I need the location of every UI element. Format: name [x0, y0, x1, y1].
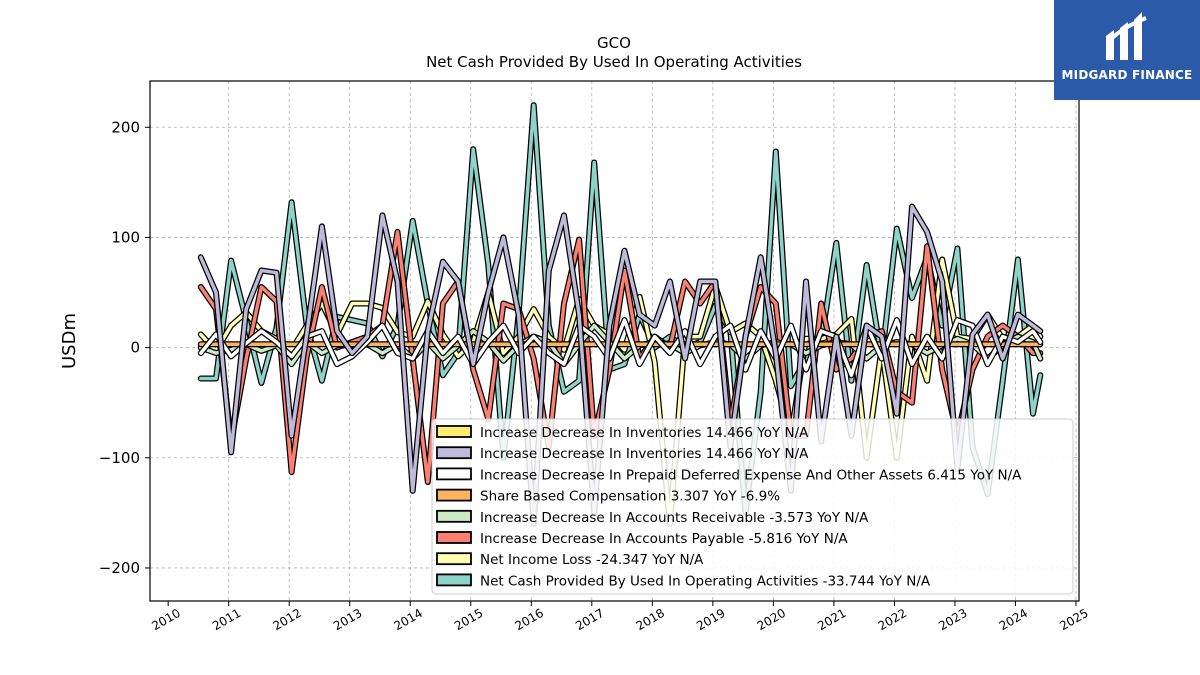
y-tick-label: −100 [99, 449, 140, 467]
x-tick-label: 2025 [1057, 606, 1090, 633]
legend-swatch [436, 467, 472, 481]
chart-subtitle: Net Cash Provided By Used In Operating A… [426, 53, 802, 71]
legend: Increase Decrease In Inventories 14.466 … [431, 418, 1074, 595]
legend-label: Share Based Compensation 3.307 YoY -6.9% [480, 489, 780, 505]
x-tick-label: 2019 [694, 606, 727, 633]
series-line-increase-decrease-in-inventories [199, 204, 1043, 526]
y-tick-label: 200 [111, 118, 140, 136]
legend-swatch [436, 509, 472, 523]
x-tick-label: 2018 [634, 606, 667, 633]
legend-label: Net Income Loss -24.347 YoY N/A [480, 552, 704, 568]
midgard-emblem-icon [1106, 12, 1147, 60]
x-tick-label: 2014 [392, 606, 425, 633]
legend-label: Net Cash Provided By Used In Operating A… [480, 573, 931, 589]
x-tick-label: 2020 [755, 606, 788, 633]
legend-swatch [436, 488, 472, 502]
legend-label: Increase Decrease In Accounts Receivable… [480, 510, 869, 526]
chart-title: GCO [597, 34, 631, 52]
brand-logo-text: MIDGARD FINANCE [1061, 68, 1193, 82]
legend-label: Increase Decrease In Prepaid Deferred Ex… [480, 467, 1022, 483]
x-tick-label: 2011 [210, 606, 243, 633]
x-tick-label: 2024 [997, 606, 1030, 633]
x-tick-label: 2023 [936, 606, 969, 633]
series-group [197, 102, 1044, 527]
x-tick-label: 2021 [815, 606, 848, 633]
y-tick-label: 0 [130, 339, 140, 357]
y-axis: 200 100 0 −100 −200 [99, 118, 150, 577]
x-tick-label: 2015 [452, 606, 485, 633]
plot-frame [149, 80, 1080, 602]
x-tick-label: 2012 [270, 606, 303, 633]
legend-label: Increase Decrease In Inventories 14.466 … [480, 425, 809, 441]
legend-swatch [436, 446, 472, 460]
legend-label: Increase Decrease In Accounts Payable -5… [480, 531, 848, 547]
y-tick-label: 100 [111, 228, 140, 246]
legend-swatch [436, 531, 472, 544]
x-tick-label: 2013 [331, 606, 364, 633]
series-line-increase-decrease-in-prepaid-deferred-expense-and-other-assets [199, 318, 1043, 377]
x-axis: 2010 2011 2012 2013 2014 2015 2016 2017 2018 2019… [149, 601, 1091, 633]
legend-swatch [436, 573, 472, 587]
legend-box [431, 418, 1074, 595]
x-tick-label: 2010 [149, 606, 182, 633]
x-tick-label: 2022 [876, 606, 909, 633]
series-line-net-income-loss [199, 257, 1043, 526]
x-tick-label: 2017 [573, 606, 606, 633]
legend-swatch [436, 425, 472, 438]
x-tick-label: 2016 [513, 606, 546, 633]
y-tick-label: −200 [99, 559, 140, 577]
legend-swatch [436, 552, 472, 566]
legend-label: Increase Decrease In Inventories 14.466 … [480, 446, 809, 462]
brand-logo: MIDGARD FINANCE [1054, 0, 1200, 100]
y-axis-label: USDm [59, 313, 80, 369]
